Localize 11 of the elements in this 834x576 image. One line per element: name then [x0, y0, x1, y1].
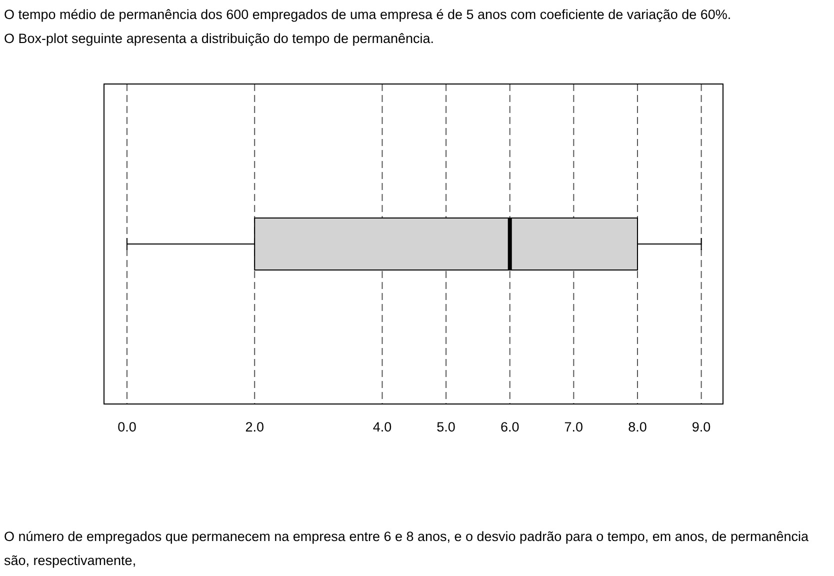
- text: O número de empregados que permanecem na empresa entre 6 e 8 anos, e o desvio padrão para o tempo, em anos, de permanência são, respectivamente,: [4, 528, 810, 570]
- x-tick-label: 9.0: [692, 420, 711, 435]
- chart-subtitle: O Box-plot seguinte apresenta a distribuição do tempo de permanência.: [4, 30, 436, 48]
- x-tick-label: 6.0: [500, 420, 520, 435]
- chart-title: O tempo médio de permanência dos 600 empregados de uma empresa é de 5 anos com coeficiente de variação de 60%.: [4, 6, 732, 24]
- x-tick-label: 7.0: [564, 420, 584, 435]
- x-tick-label: 8.0: [628, 420, 647, 435]
- x-tick-label: 4.0: [372, 420, 392, 435]
- x-tick-label: 0.0: [118, 420, 136, 435]
- x-tick-label: 2.0: [245, 420, 264, 435]
- x-tick-label: 5.0: [436, 420, 456, 435]
